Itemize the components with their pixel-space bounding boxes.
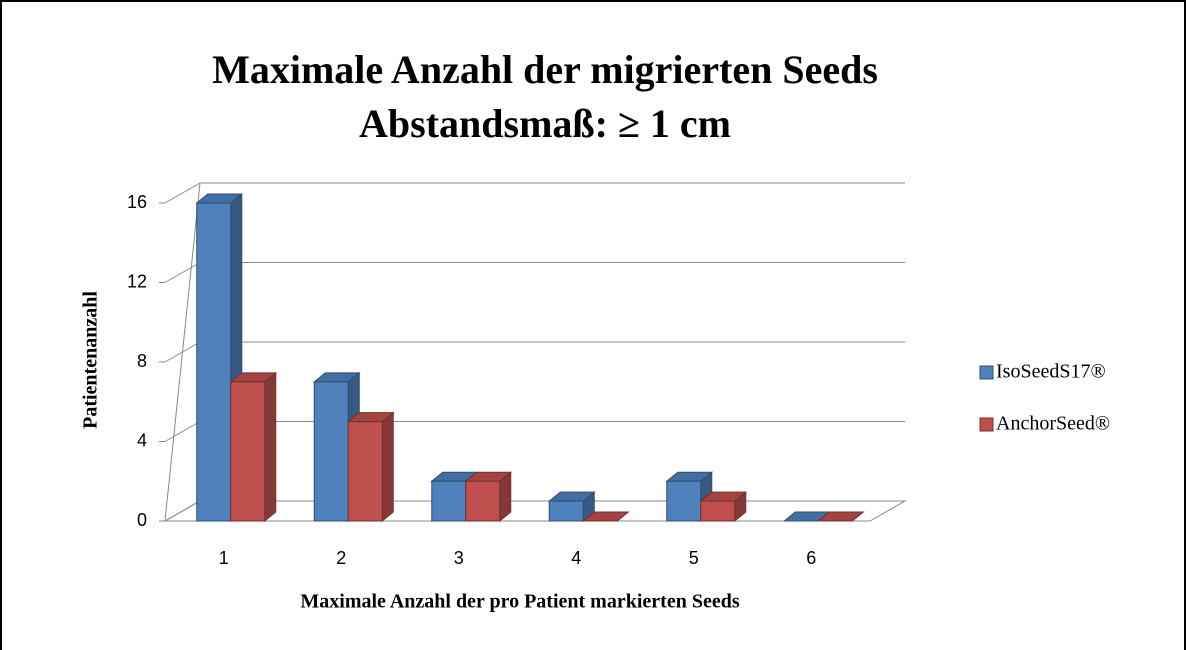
legend-swatch (979, 365, 994, 380)
y-tick-label: 16 (127, 192, 147, 212)
x-tick-label: 6 (806, 548, 816, 568)
x-tick-label: 2 (336, 548, 346, 568)
grid-line (164, 262, 201, 283)
bar (700, 500, 736, 522)
grid-line (164, 182, 201, 204)
chart-subtitle: Abstandsmaß: ≥ 1 cm (359, 101, 731, 146)
bar-side (264, 371, 277, 523)
y-tick-label: 4 (137, 430, 147, 450)
y-tick-label: 8 (137, 351, 147, 371)
bar-side (381, 411, 394, 523)
bar (465, 480, 501, 522)
x-tick-label: 1 (219, 548, 229, 568)
bar-top (581, 511, 630, 522)
bar (548, 500, 584, 522)
grid-line (164, 341, 201, 363)
x-axis-title: Maximale Anzahl der pro Patient markiert… (300, 591, 739, 613)
x-tick-label: 5 (689, 548, 699, 568)
legend-swatch (979, 417, 994, 432)
x-tick-label: 4 (571, 548, 581, 568)
grid-line (164, 421, 201, 442)
bar (313, 381, 349, 522)
legend-label: AnchorSeed® (996, 413, 1110, 435)
chart-title: Maximale Anzahl der migrierten Seeds (212, 47, 878, 92)
y-tick-label: 0 (137, 510, 147, 530)
y-axis-title: Patientenanzahl (80, 291, 102, 429)
legend-label: IsoSeedS17® (996, 361, 1106, 383)
x-tick-label: 3 (454, 548, 464, 568)
bar (347, 421, 383, 522)
bar-top (816, 511, 865, 522)
bar (666, 480, 702, 522)
grid-line (164, 500, 201, 522)
bar (196, 202, 232, 522)
bar (431, 480, 467, 522)
y-tick-label: 12 (127, 271, 147, 291)
bar (230, 381, 266, 522)
